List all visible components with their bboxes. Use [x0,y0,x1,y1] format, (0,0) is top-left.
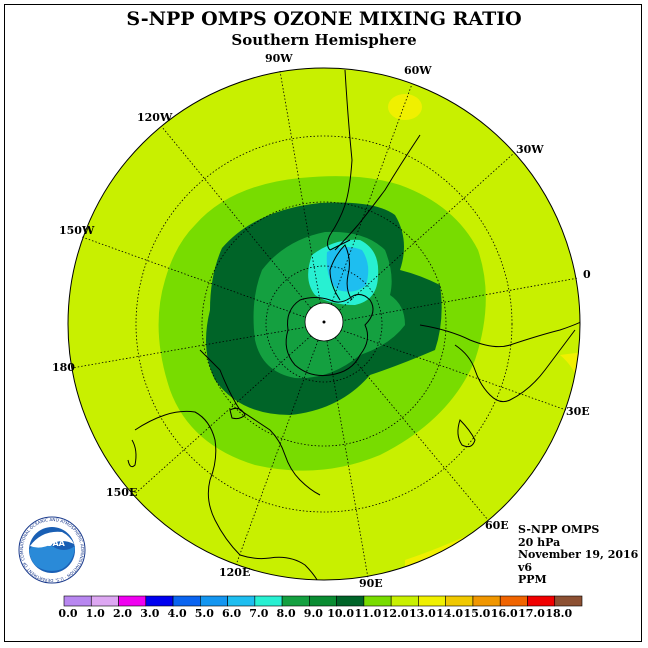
south-pole-marker [322,320,326,324]
lon-label-150e: 150E [106,486,138,499]
meridian-180 [71,323,325,369]
colorbar-swatch [554,595,583,607]
coastlines [127,69,580,580]
meridian-30e [323,323,567,411]
colorbar-swatch [527,595,556,607]
meridian-150e [135,323,325,494]
coastline-tasmania [229,407,246,420]
latitude-circle-middle [201,201,447,447]
colorbar-label: 10.0 [327,607,355,620]
colorbar-label: 2.0 [112,607,133,620]
colorbar-swatch [418,595,446,607]
ozone-band-6-7 [326,246,369,292]
colorbar-label: 0.0 [58,607,78,620]
coastline-new-zealand [127,439,137,468]
coastline-antarctica [285,294,374,376]
colorbar-swatch [172,595,201,607]
coastline-southern-africa [454,329,576,403]
lon-label-60e: 60E [485,519,509,532]
lon-label-180: 180 [52,361,75,374]
colorbar-label: 14.0 [436,607,464,620]
latitude-circle-inner [265,265,383,383]
colorbar-label: 5.0 [194,607,214,620]
colorbar-label: 1.0 [85,607,105,620]
noaa-logo-text: NOAA [39,539,65,548]
colorbar-swatch [118,595,147,607]
colorbar-swatch [472,595,501,607]
meridian-150w [81,236,325,325]
colorbar-label: 6.0 [222,607,242,620]
coastline-drake [329,239,351,251]
colorbar-swatch [200,595,228,607]
info-panel: S-NPP OMPS 20 hPa November 19, 2016 v6 P… [518,523,639,587]
colorbar-label: 18.0 [545,607,573,620]
lon-label-30w: 30W [516,143,544,156]
lon-label-90w: 90W [265,52,293,65]
meridian-90e [323,323,369,579]
globe-outline [67,67,581,581]
colorbar-label: 16.0 [490,607,518,620]
meridian-90w [279,70,325,325]
coastline-madagascar [457,419,476,448]
colorbar-label: 13.0 [409,607,436,620]
colorbar-swatch [145,595,174,607]
lon-label-120w: 120W [137,111,173,124]
coastline-south-america-east [334,134,421,251]
colorbar-label: 3.0 [140,607,160,620]
info-units: PPM [518,573,547,586]
colorbar-swatch [90,595,119,607]
graticule [71,70,579,579]
noaa-logo-wave [29,542,75,571]
colorbar-swatch [309,595,337,607]
coastline-southern-africa-south [419,319,580,348]
lon-label-60w: 60W [404,64,432,77]
colorbar-swatch [336,595,365,607]
colorbar-swatch [254,595,283,607]
coastline-south-america-west [327,69,353,251]
latitude-circle-outer [135,135,513,513]
colorbar-swatch [281,595,310,607]
colorbar-label: 15.0 [463,607,491,620]
colorbar-swatch [390,595,419,607]
meridian-120e [235,323,325,566]
noaa-logo-gull [30,531,74,548]
lon-label-0: 0 [583,268,591,281]
map-title: S-NPP OMPS OZONE MIXING RATIO [126,8,522,30]
colorbar-label: 17.0 [518,607,545,620]
colorbar-swatch [363,595,392,607]
colorbar-label: 7.0 [249,607,269,620]
ozone-band-12-13-north [388,94,422,120]
colorbar-label: 4.0 [167,607,187,620]
info-date: November 19, 2016 [518,548,639,561]
colorbar-swatch [445,595,474,607]
meridian-120w [161,126,325,325]
coastline-australia-east [134,410,241,556]
colorbar-label: 11.0 [354,607,382,620]
noaa-logo: NATIONAL OCEANIC AND ATMOSPHERIC ADMINIS… [18,516,86,584]
lon-label-30e: 30E [566,405,590,418]
colorbar-swatch [499,595,528,607]
coastline-peninsula [329,244,353,301]
lon-label-150w: 150W [59,224,95,237]
info-version: v6 [518,560,533,574]
meridian-60e [323,323,489,521]
colorbar-swatch [63,595,92,607]
meridian-60w [323,83,413,325]
meridian-0 [323,277,579,325]
coastline-australia-south [199,349,321,496]
info-level: 20 hPa [518,535,561,549]
colorbar-label: 8.0 [276,607,296,620]
coastline-australia-north [239,554,321,580]
meridian-30w [323,153,514,325]
info-instrument: S-NPP OMPS [518,523,600,536]
plot-frame [4,4,642,642]
lon-label-120e: 120E [219,566,251,579]
colorbar-label: 12.0 [381,607,409,620]
colorbar-swatch [227,595,256,607]
colorbar [63,595,583,607]
map-subtitle: Southern Hemisphere [231,31,417,49]
colorbar-label: 9.0 [303,607,323,620]
lon-label-90e: 90E [359,577,383,590]
